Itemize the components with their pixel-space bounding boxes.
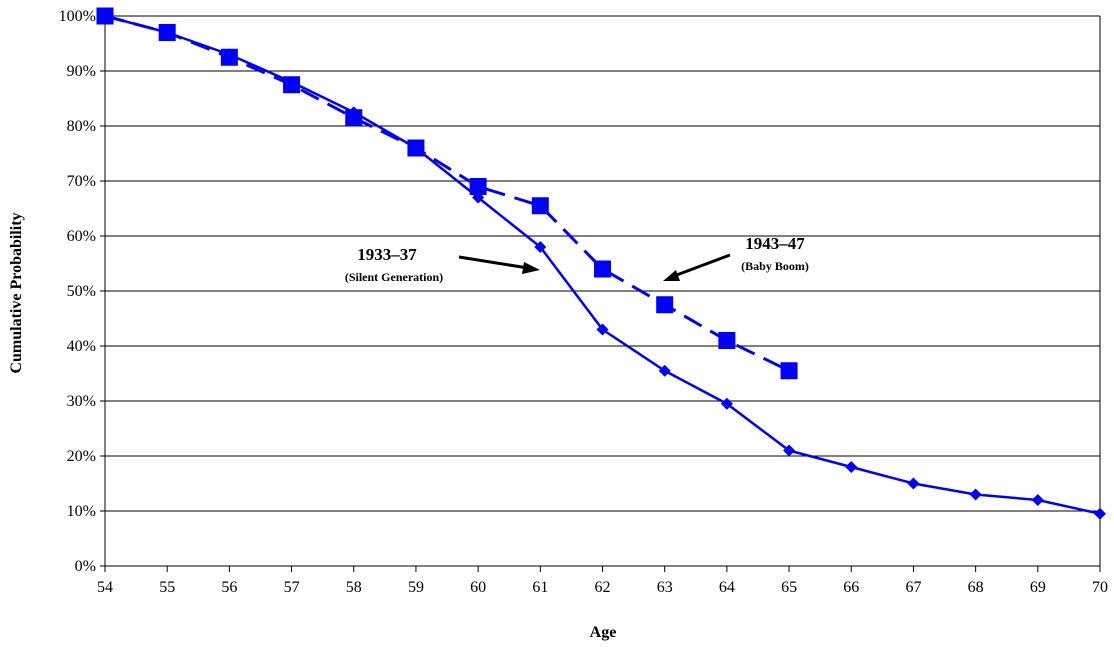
annotation-boom-title: 1943–47 bbox=[745, 234, 805, 253]
x-tick-label: 61 bbox=[532, 579, 548, 596]
x-tick-labels: 54 55 56 57 58 59 60 61 62 63 64 65 66 67 68 69 70 bbox=[97, 579, 1108, 596]
marker-boom-point bbox=[594, 260, 611, 278]
x-tick-label: 60 bbox=[470, 579, 486, 596]
grid-lines bbox=[105, 15, 1100, 512]
y-tick-labels: 0% 10% 20% 30% 40% 50% 60% 70% 80% 90% 100% bbox=[59, 8, 96, 575]
x-tick-label: 58 bbox=[346, 579, 362, 596]
y-tick-label: 20% bbox=[67, 448, 96, 465]
x-tick-label: 68 bbox=[968, 579, 984, 596]
marker-silent-point bbox=[1031, 494, 1044, 506]
marker-boom-point bbox=[407, 139, 425, 157]
x-tick-label: 65 bbox=[781, 579, 797, 596]
x-tick-label: 66 bbox=[843, 579, 859, 596]
x-tick-label: 69 bbox=[1030, 579, 1046, 596]
y-tick-label: 60% bbox=[67, 228, 96, 245]
marker-silent-point bbox=[907, 477, 920, 490]
series-line-boom bbox=[104, 14, 790, 373]
marker-boom-point bbox=[158, 24, 176, 41]
marker-silent-point bbox=[845, 461, 858, 473]
x-tick-label: 62 bbox=[595, 579, 611, 596]
y-tick-label: 10% bbox=[67, 503, 96, 520]
x-tick-label: 54 bbox=[97, 579, 113, 596]
marker-silent-point bbox=[969, 488, 982, 501]
x-tick-label: 70 bbox=[1092, 579, 1108, 596]
y-tick-label: 50% bbox=[67, 283, 96, 300]
y-tick-label: 90% bbox=[67, 63, 96, 80]
y-tick-label: 40% bbox=[67, 338, 96, 355]
axes bbox=[100, 15, 1101, 572]
annotation-baby-boom: 1943–47 (Baby Boom) bbox=[663, 234, 809, 281]
marker-boom-point bbox=[718, 332, 736, 349]
marker-boom-point bbox=[96, 7, 114, 25]
series-markers bbox=[96, 7, 1106, 520]
y-tick-label: 80% bbox=[67, 118, 96, 135]
x-tick-label: 63 bbox=[657, 579, 673, 596]
y-tick-label: 70% bbox=[67, 173, 96, 190]
marker-silent-point bbox=[658, 364, 671, 377]
marker-boom-point bbox=[656, 296, 674, 314]
annotation-boom-arrowhead bbox=[663, 270, 680, 281]
marker-silent-point bbox=[596, 323, 609, 336]
x-tick-label: 59 bbox=[408, 579, 424, 596]
y-tick-label: 30% bbox=[67, 393, 96, 410]
marker-silent-point bbox=[534, 241, 547, 253]
x-tick-label: 56 bbox=[221, 579, 237, 596]
x-tick-label: 64 bbox=[719, 579, 735, 596]
annotation-silent-title: 1933–37 bbox=[357, 245, 417, 264]
marker-boom-point bbox=[531, 197, 549, 215]
x-tick-label: 67 bbox=[905, 579, 921, 596]
marker-boom-point bbox=[469, 178, 487, 195]
annotation-silent-arrowhead bbox=[522, 262, 540, 274]
marker-silent-point bbox=[720, 397, 733, 410]
y-tick-label: 0% bbox=[75, 558, 96, 575]
marker-boom-point bbox=[345, 109, 363, 127]
x-tick-label: 55 bbox=[159, 579, 175, 596]
x-axis-title: Age bbox=[590, 624, 617, 641]
annotation-silent-sub: (Silent Generation) bbox=[345, 270, 443, 284]
annotation-boom-sub: (Baby Boom) bbox=[741, 259, 809, 273]
marker-boom-point bbox=[780, 362, 798, 380]
y-axis-title: Cumulative Probability bbox=[8, 212, 25, 373]
x-tick-label: 57 bbox=[284, 579, 300, 596]
marker-silent-point bbox=[1094, 507, 1106, 520]
marker-boom-point bbox=[283, 76, 301, 94]
annotation-boom-arrow bbox=[673, 253, 731, 278]
y-tick-label: 100% bbox=[59, 8, 96, 25]
annotation-silent-generation: 1933–37 (Silent Generation) bbox=[345, 245, 540, 284]
annotation-silent-arrow bbox=[458, 255, 529, 270]
marker-silent-point bbox=[783, 444, 796, 457]
marker-boom-point bbox=[220, 48, 238, 66]
